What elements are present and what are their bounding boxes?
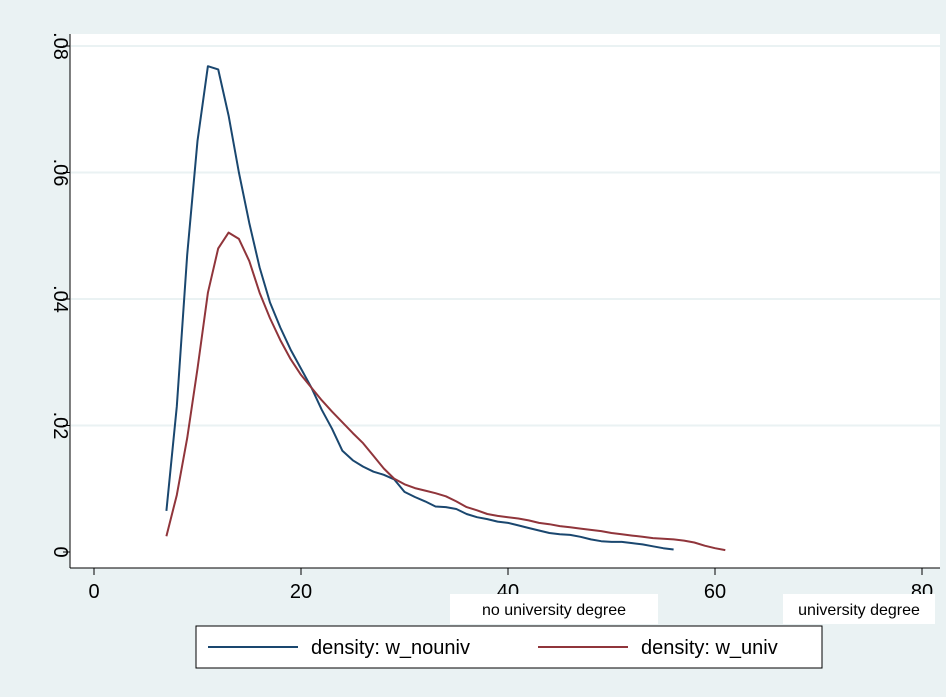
x-tick-label: 0 (88, 581, 99, 603)
y-tick-label: .04 (49, 285, 71, 313)
y-tick-label: 0 (49, 546, 71, 557)
legend: density: w_nouniv density: w_univ (195, 625, 823, 669)
legend-label-nouniv: density: w_nouniv (311, 637, 470, 659)
annotation-box-univ (783, 594, 935, 624)
legend-label-univ: density: w_univ (641, 637, 778, 659)
x-tick-label: 60 (704, 581, 726, 603)
series-lines (165, 65, 726, 552)
y-tick-label: .08 (49, 32, 71, 60)
annotation-box-nouniv (450, 594, 658, 624)
x-tick-label: 20 (290, 581, 312, 603)
y-tick-label: .02 (49, 412, 71, 440)
axes (69, 34, 940, 569)
ticks: 0.02.04.06.080 20 40 60 80 (49, 32, 933, 603)
series-line-univ (165, 231, 726, 552)
grid-lines (71, 45, 940, 427)
annotation-univ: university degree (798, 602, 920, 619)
y-tick-label: .06 (49, 159, 71, 187)
plot-area (70, 34, 940, 568)
series-line-nouniv (165, 65, 674, 551)
legend-box (195, 625, 823, 669)
annotation-nouniv: no university degree (482, 602, 626, 619)
